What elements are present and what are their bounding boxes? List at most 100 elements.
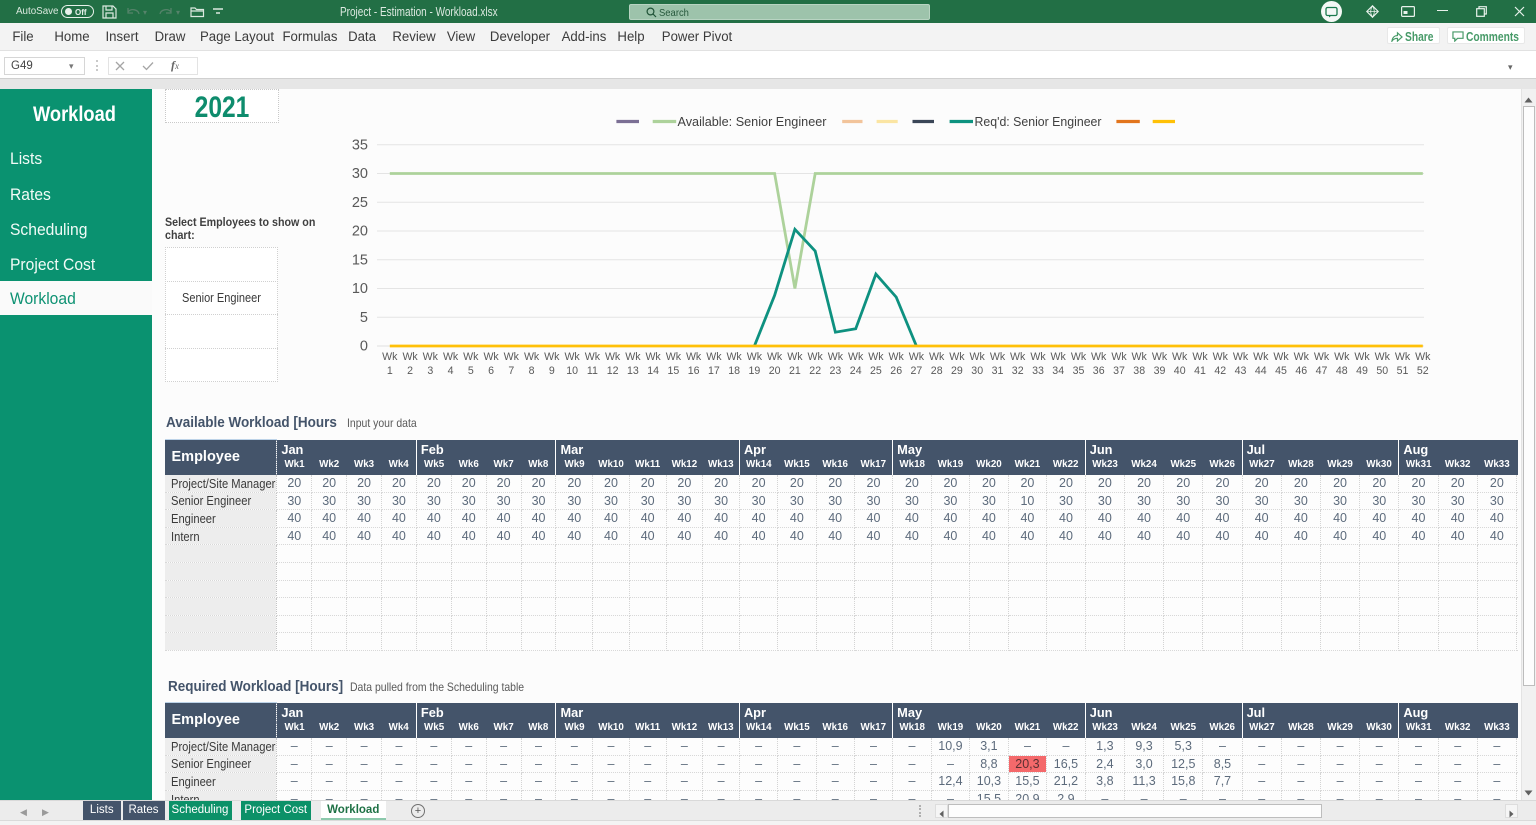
svg-text:33: 33 [1032,365,1044,377]
svg-text:37: 37 [1113,365,1125,377]
svg-text:27: 27 [911,365,923,377]
svg-text:Wk: Wk [625,351,641,363]
svg-text:20: 20 [769,365,781,377]
svg-text:48: 48 [1336,365,1348,377]
svg-text:Wk: Wk [828,351,844,363]
svg-text:Wk: Wk [443,351,459,363]
svg-text:10: 10 [566,365,578,377]
svg-text:Wk: Wk [382,351,398,363]
svg-text:44: 44 [1255,365,1267,377]
svg-text:2: 2 [407,365,413,377]
svg-text:Wk: Wk [1071,351,1087,363]
svg-text:39: 39 [1154,365,1166,377]
svg-text:Wk: Wk [1051,351,1067,363]
svg-text:21: 21 [789,365,801,377]
svg-text:Wk: Wk [544,351,560,363]
svg-text:34: 34 [1052,365,1064,377]
svg-text:Wk: Wk [1395,351,1411,363]
svg-text:0: 0 [360,339,368,355]
svg-text:25: 25 [870,365,882,377]
svg-text:Wk: Wk [483,351,499,363]
svg-text:Wk: Wk [1253,351,1269,363]
svg-text:Wk: Wk [909,351,925,363]
svg-text:Wk: Wk [686,351,702,363]
svg-text:9: 9 [549,365,555,377]
svg-text:Wk: Wk [402,351,418,363]
svg-text:52: 52 [1417,365,1429,377]
svg-text:3: 3 [427,365,433,377]
svg-text:Wk: Wk [787,351,803,363]
svg-text:Wk: Wk [1091,351,1107,363]
svg-text:Wk: Wk [1030,351,1046,363]
svg-text:51: 51 [1397,365,1409,377]
svg-text:16: 16 [688,365,700,377]
svg-text:12: 12 [607,365,619,377]
svg-text:45: 45 [1275,365,1287,377]
svg-text:14: 14 [647,365,659,377]
svg-text:18: 18 [728,365,740,377]
svg-text:Wk: Wk [524,351,540,363]
svg-text:25: 25 [352,195,368,211]
svg-text:Wk: Wk [1334,351,1350,363]
svg-text:36: 36 [1093,365,1105,377]
svg-text:30: 30 [971,365,983,377]
svg-text:Wk: Wk [1233,351,1249,363]
svg-text:Wk: Wk [767,351,783,363]
svg-text:22: 22 [809,365,821,377]
svg-text:Wk: Wk [605,351,621,363]
svg-text:32: 32 [1012,365,1024,377]
svg-text:29: 29 [951,365,963,377]
svg-text:6: 6 [488,365,494,377]
svg-text:Wk: Wk [504,351,520,363]
svg-text:Wk: Wk [564,351,580,363]
svg-text:Wk: Wk [889,351,905,363]
svg-text:26: 26 [890,365,902,377]
svg-text:30: 30 [352,166,368,182]
svg-text:Wk: Wk [1172,351,1188,363]
svg-text:Wk: Wk [1111,351,1127,363]
svg-text:46: 46 [1295,365,1307,377]
svg-text:Wk: Wk [929,351,945,363]
svg-text:Wk: Wk [645,351,661,363]
svg-text:15: 15 [352,252,368,268]
svg-text:41: 41 [1194,365,1206,377]
svg-text:Wk: Wk [1213,351,1229,363]
svg-text:Wk: Wk [1375,351,1391,363]
svg-text:Wk: Wk [1152,351,1168,363]
svg-text:Available: Senior Engineer: Available: Senior Engineer [678,114,828,129]
svg-text:50: 50 [1376,365,1388,377]
svg-text:Wk: Wk [706,351,722,363]
svg-text:Wk: Wk [747,351,763,363]
svg-text:Wk: Wk [1354,351,1370,363]
svg-text:Wk: Wk [585,351,601,363]
svg-text:31: 31 [992,365,1004,377]
svg-text:11: 11 [587,365,598,377]
svg-text:Wk: Wk [1314,351,1330,363]
svg-text:10: 10 [352,281,368,297]
svg-text:Wk: Wk [990,351,1006,363]
svg-text:20: 20 [352,224,368,240]
svg-text:Wk: Wk [808,351,824,363]
svg-text:17: 17 [708,365,720,377]
svg-text:Wk: Wk [1192,351,1208,363]
svg-text:5: 5 [468,365,474,377]
svg-text:24: 24 [850,365,862,377]
svg-text:13: 13 [627,365,639,377]
svg-text:Wk: Wk [1010,351,1026,363]
svg-text:Wk: Wk [970,351,986,363]
svg-text:35: 35 [352,137,368,153]
svg-text:Wk: Wk [726,351,742,363]
svg-text:Wk: Wk [868,351,884,363]
svg-text:Wk: Wk [666,351,682,363]
svg-text:38: 38 [1133,365,1145,377]
svg-text:Wk: Wk [949,351,965,363]
svg-text:35: 35 [1073,365,1085,377]
svg-text:42: 42 [1214,365,1226,377]
svg-text:49: 49 [1356,365,1368,377]
svg-text:47: 47 [1316,365,1328,377]
svg-text:Wk: Wk [1132,351,1148,363]
svg-text:23: 23 [830,365,842,377]
svg-text:Wk: Wk [423,351,439,363]
svg-text:4: 4 [448,365,454,377]
svg-text:43: 43 [1235,365,1247,377]
